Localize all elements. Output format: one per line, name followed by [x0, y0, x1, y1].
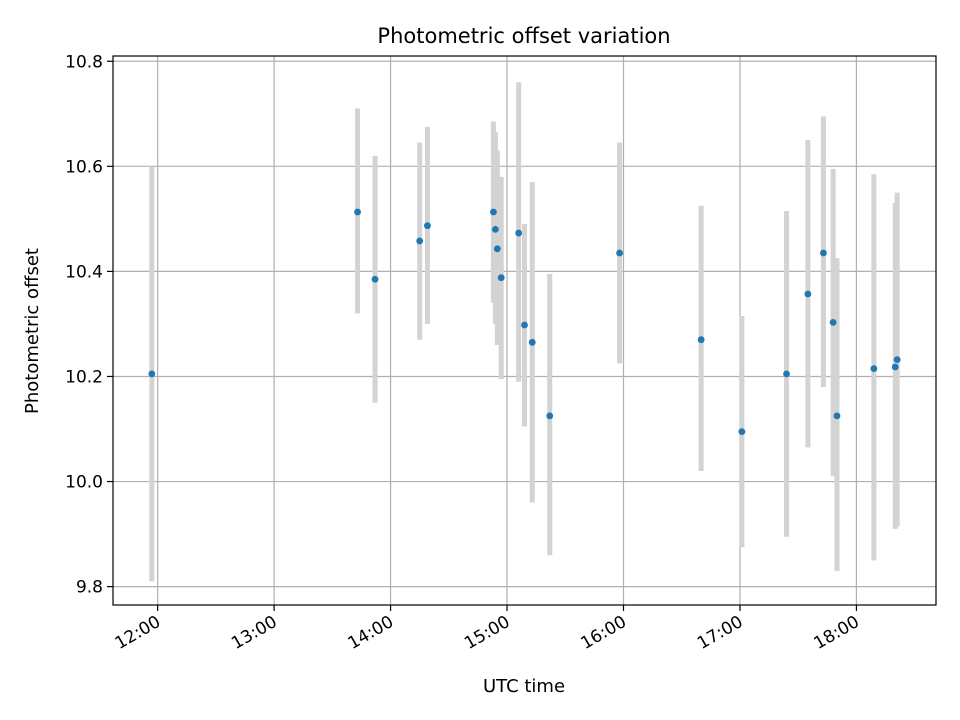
data-point	[833, 412, 841, 420]
y-axis: 9.8 10.0 10.2 10.4 10.6 10.8	[65, 52, 113, 598]
y-tick-label: 10.0	[65, 473, 103, 493]
y-tick-label: 9.8	[76, 578, 103, 598]
data-point	[820, 249, 827, 257]
plot-area-frame	[112, 55, 937, 606]
data-point	[424, 222, 431, 230]
data-point	[371, 275, 379, 283]
y-tick-label: 10.8	[65, 52, 103, 72]
data-point	[697, 336, 705, 344]
data-point	[829, 318, 837, 326]
y-axis-title: Photometric offset	[22, 248, 43, 414]
y-tick-label: 10.2	[65, 367, 103, 387]
data-point	[891, 363, 899, 371]
data-point	[783, 370, 790, 378]
data-point	[546, 412, 554, 420]
data-point	[515, 229, 523, 237]
data-point	[491, 225, 499, 233]
data-point	[893, 356, 901, 364]
data-point	[804, 290, 812, 298]
x-axis-title: UTC time	[483, 676, 565, 697]
data-point	[616, 249, 624, 257]
data-point	[497, 274, 505, 282]
y-tick-label: 10.4	[65, 262, 103, 282]
data-point	[528, 338, 536, 346]
data-point	[493, 245, 501, 253]
data-points	[148, 208, 901, 436]
data-point	[490, 208, 497, 216]
data-point	[416, 237, 424, 245]
data-point	[738, 428, 746, 436]
y-tick-label: 10.6	[65, 157, 103, 177]
chart-title: Photometric offset variation	[377, 24, 670, 48]
data-point	[521, 321, 528, 329]
data-point	[148, 370, 156, 378]
data-point	[870, 365, 878, 372]
data-point	[354, 208, 361, 216]
